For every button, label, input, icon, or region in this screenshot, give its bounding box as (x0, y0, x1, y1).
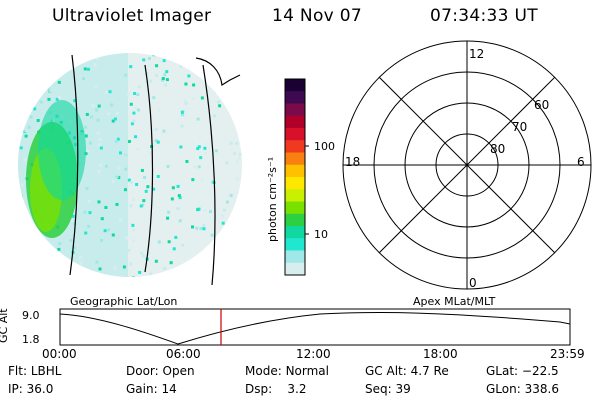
status-seq: Seq: 39 (365, 382, 411, 396)
altitude-ylabel: GC Alt (0, 308, 10, 343)
status-filter: Flt: LBHL (8, 364, 62, 378)
mlt-label-18: 18 (345, 155, 360, 169)
time-tick-2359: 23:59 (550, 347, 585, 361)
altitude-ytick-9: 9.0 (22, 309, 40, 322)
mlt-label-12: 12 (469, 47, 484, 61)
status-glat: GLat: −22.5 (486, 364, 559, 378)
colorbar-segment (285, 262, 305, 276)
time-tick-1800: 18:00 (423, 347, 458, 361)
colorbar-segment (285, 177, 305, 190)
colorbar-tick-100: 100 (314, 140, 335, 153)
colorbar-segment (285, 128, 305, 141)
colorbar-segment (285, 189, 305, 202)
status-ip: IP: 36.0 (8, 382, 54, 396)
geographic-grid (69, 54, 241, 286)
altitude-plot: GC Alt 9.0 1.8 (0, 308, 571, 346)
colorbar-segment (285, 91, 305, 104)
colorbar-segment (285, 140, 305, 153)
colorbar-segment (285, 164, 305, 178)
colorbar-segment (285, 152, 305, 166)
lat-label-80: 80 (490, 142, 505, 156)
time-label: 07:34:33 UT (430, 6, 538, 26)
status-dsp: Dsp: 3.2 (245, 382, 307, 396)
colorbar-unit-label: photon cm⁻²s⁻¹ (266, 156, 279, 242)
mlt-label-0: 0 (469, 276, 477, 290)
colorbar-segment (285, 115, 305, 129)
polar-plot: 12 18 6 0 60 70 80 (342, 40, 592, 290)
colorbar-segment (285, 103, 305, 117)
colorbar (284, 78, 309, 276)
geographic-label: Geographic Lat/Lon (70, 295, 178, 308)
lat-label-60: 60 (534, 98, 549, 112)
status-door: Door: Open (126, 364, 195, 378)
instrument-title: Ultraviolet Imager (52, 6, 212, 26)
earth-image (18, 53, 242, 286)
colorbar-segment (285, 250, 305, 264)
time-tick-1200: 12:00 (296, 347, 331, 361)
colorbar-segment (285, 226, 305, 239)
status-mode: Mode: Normal (245, 364, 329, 378)
colorbar-segment (285, 79, 305, 92)
altitude-ytick-1-8: 1.8 (22, 333, 40, 346)
mlt-label-6: 6 (577, 155, 585, 169)
lat-label-70: 70 (512, 120, 527, 134)
colorbar-segment (285, 213, 305, 227)
colorbar-segment (285, 201, 305, 215)
uv-emission-map (18, 53, 242, 277)
colorbar-tick-10: 10 (314, 228, 328, 241)
status-gain: Gain: 14 (126, 382, 177, 396)
apex-label: Apex MLat/MLT (413, 295, 496, 308)
time-tick-0600: 06:00 (166, 347, 201, 361)
status-glon: GLon: 338.6 (486, 382, 559, 396)
time-tick-0000: 00:00 (42, 347, 77, 361)
status-gc-alt: GC Alt: 4.7 Re (365, 364, 449, 378)
colorbar-segment (285, 238, 305, 251)
date-label: 14 Nov 07 (272, 6, 362, 26)
